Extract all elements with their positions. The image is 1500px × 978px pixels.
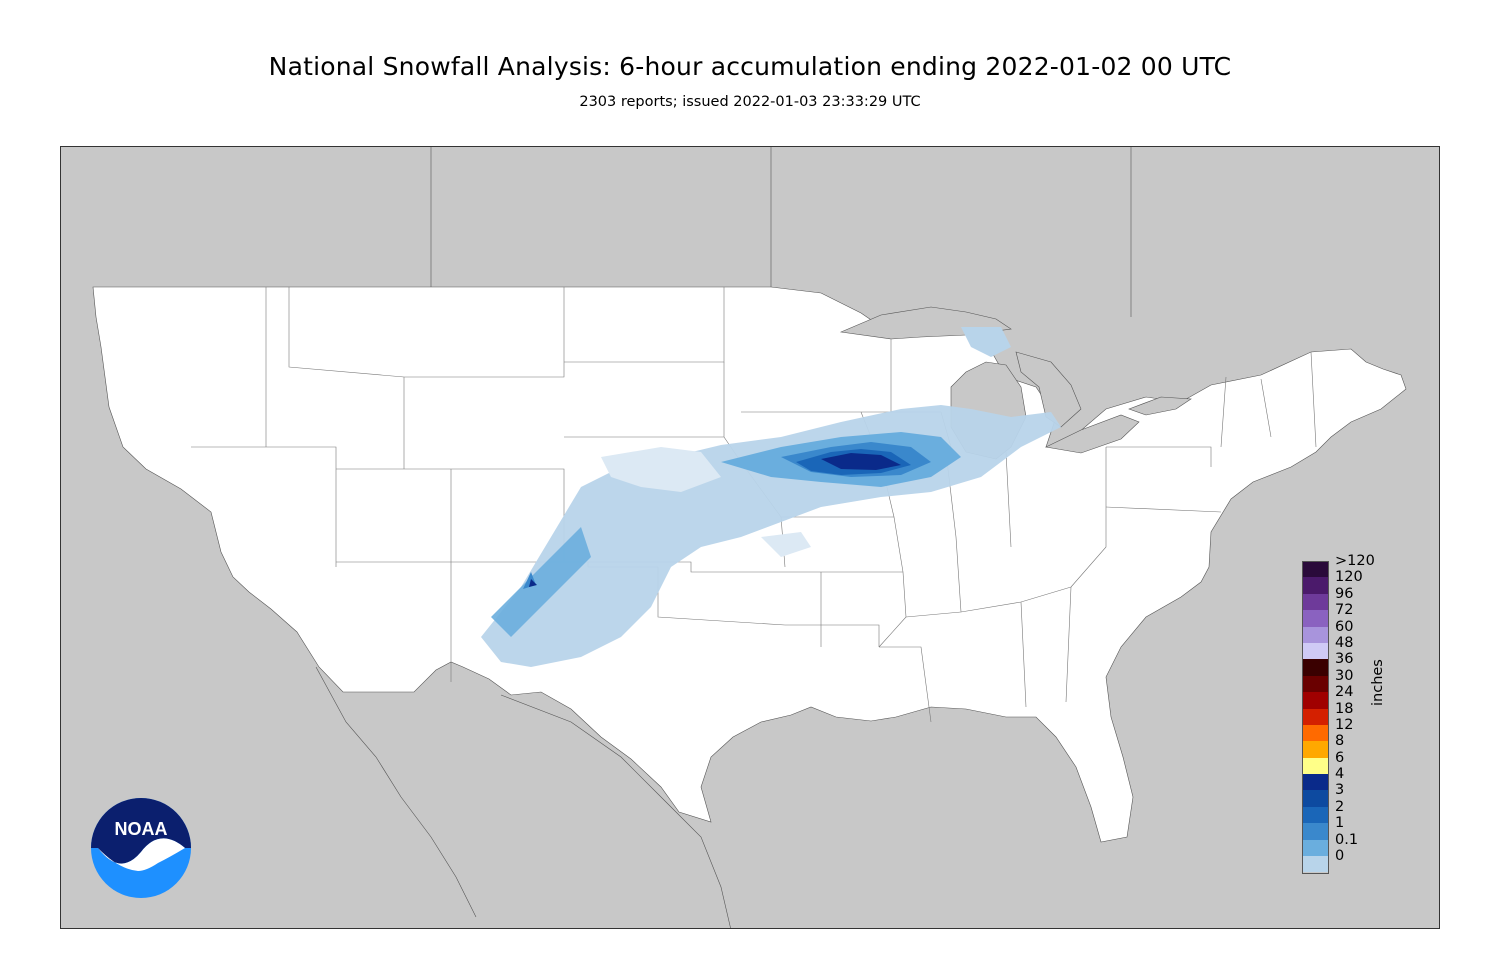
legend-swatch	[1302, 692, 1329, 709]
legend-swatch	[1302, 708, 1329, 725]
legend-swatch	[1302, 823, 1329, 840]
legend-swatch	[1302, 626, 1329, 643]
map-svg	[92, 147, 1407, 928]
legend-label: 2	[1335, 798, 1345, 815]
legend-swatch	[1302, 610, 1329, 627]
legend-row: 4	[1302, 766, 1412, 791]
noaa-logo: NOAA	[90, 797, 192, 899]
legend-label: 96	[1335, 585, 1354, 602]
legend-label: 0.1	[1335, 831, 1359, 848]
legend-row: 0.1	[1302, 832, 1412, 857]
legend-label: 36	[1335, 651, 1354, 668]
legend-label: 0	[1335, 848, 1345, 865]
legend-swatch	[1302, 593, 1329, 611]
legend-row: 60	[1302, 619, 1412, 643]
legend-label: 72	[1335, 602, 1354, 619]
legend-row: >120	[1302, 553, 1412, 578]
legend-swatch	[1302, 741, 1329, 758]
legend-row: 1	[1302, 815, 1412, 840]
legend-row: 120	[1302, 569, 1412, 594]
legend-label: 12	[1335, 716, 1354, 733]
legend-row: 30	[1302, 668, 1412, 693]
legend-label: 6	[1335, 749, 1345, 766]
legend-row: 2	[1302, 799, 1412, 824]
legend-label: 120	[1335, 569, 1363, 586]
map-title: National Snowfall Analysis: 6-hour accum…	[268, 52, 1232, 81]
legend-label: 30	[1335, 667, 1354, 684]
legend-swatch	[1302, 675, 1329, 693]
legend-swatch	[1302, 757, 1329, 775]
legend-frame	[1302, 561, 1329, 874]
legend-label: 48	[1335, 634, 1354, 651]
legend-swatch	[1302, 774, 1329, 791]
snowfall-map[interactable]	[60, 146, 1440, 929]
legend-row: 48	[1302, 635, 1412, 660]
legend-swatch	[1302, 659, 1329, 676]
legend-row: 36	[1302, 651, 1412, 676]
legend-label: 1	[1335, 815, 1345, 832]
legend-label: 24	[1335, 684, 1354, 701]
legend-row: 6	[1302, 750, 1412, 775]
legend-row: 72	[1302, 602, 1412, 627]
legend-swatch	[1302, 577, 1329, 594]
map-subtitle: 2303 reports; issued 2022-01-03 23:33:29…	[579, 94, 921, 110]
legend-row: 96	[1302, 586, 1412, 611]
legend: >120 120 96 72 60 48 36 30 24 18 12	[1302, 553, 1412, 873]
legend-row: 12	[1302, 717, 1412, 742]
legend-row: 3	[1302, 782, 1412, 807]
legend-swatch	[1302, 856, 1329, 873]
legend-row: 24	[1302, 684, 1412, 709]
legend-swatch	[1302, 790, 1329, 807]
legend-label: 3	[1335, 782, 1345, 799]
legend-label: 8	[1335, 733, 1345, 750]
legend-row: 18	[1302, 701, 1412, 725]
logo-text: NOAA	[115, 819, 168, 839]
legend-label: 18	[1335, 700, 1354, 717]
legend-swatch	[1302, 561, 1329, 578]
legend-row: 0	[1302, 848, 1412, 873]
legend-row: 8	[1302, 733, 1412, 758]
legend-units: inches	[1370, 659, 1386, 706]
legend-label: 60	[1335, 618, 1354, 635]
legend-label: >120	[1335, 553, 1375, 569]
legend-swatch	[1302, 642, 1329, 660]
conus-landmass	[92, 286, 1407, 843]
legend-swatch	[1302, 839, 1329, 857]
legend-swatch	[1302, 806, 1329, 824]
coast-lines	[315, 147, 1132, 928]
snowfall-field	[481, 327, 1061, 667]
legend-swatch	[1302, 724, 1329, 742]
legend-label: 4	[1335, 766, 1345, 783]
